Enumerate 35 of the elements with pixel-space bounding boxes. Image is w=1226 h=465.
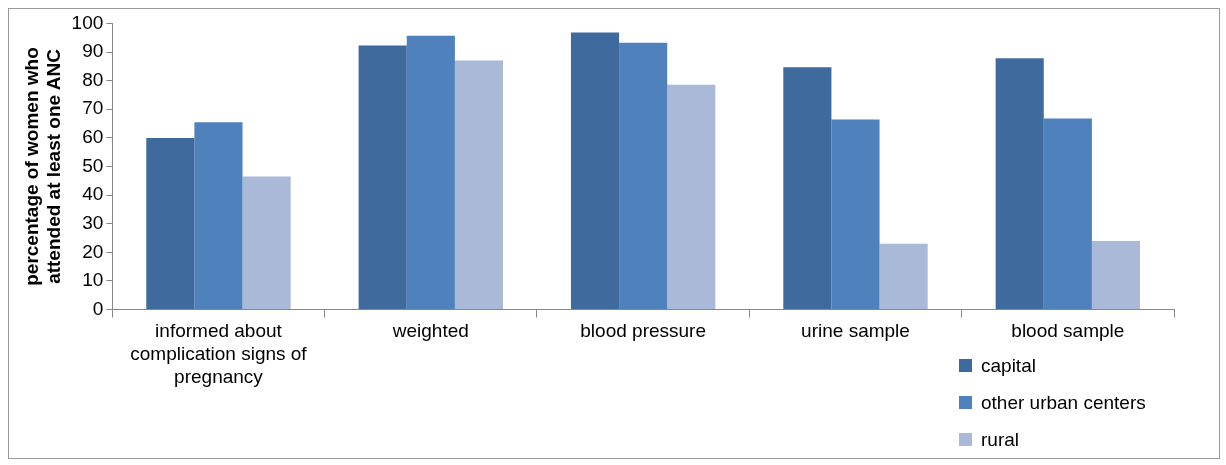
legend-label: other urban centers [981, 391, 1146, 414]
y-tick-label: 0 [92, 297, 104, 319]
bar [570, 32, 620, 310]
x-tick-label: informed about complication signs of pregnancy [130, 320, 308, 387]
bar [783, 67, 832, 310]
bar [879, 243, 928, 310]
y-tick-label: 100 [71, 11, 104, 33]
bar [619, 42, 668, 310]
y-tick-label: 50 [82, 154, 104, 176]
x-tick-label: blood pressure [580, 320, 706, 342]
bar [146, 137, 195, 310]
bar [406, 35, 455, 310]
y-tick-label: 70 [82, 97, 104, 119]
legend-label: capital [981, 354, 1036, 377]
y-tick-label: 60 [82, 126, 104, 148]
legend-label: rural [981, 428, 1020, 451]
y-tick-label: 10 [82, 269, 104, 291]
bar [242, 176, 291, 310]
bar [831, 119, 880, 310]
bar [1091, 240, 1141, 310]
x-tick-label: blood sample [1011, 320, 1125, 342]
x-tick-label: urine sample [801, 320, 910, 342]
y-tick-label: 80 [82, 68, 104, 90]
y-axis-title: percentage of women who attended at least one ANC [20, 47, 65, 286]
y-tick-label: 40 [82, 183, 104, 205]
bar [358, 45, 407, 310]
bar [1043, 118, 1092, 310]
bar [995, 58, 1044, 310]
y-tick-label: 20 [82, 240, 104, 262]
bar [667, 84, 716, 310]
y-tick-label: 30 [82, 211, 104, 233]
x-tick-label: weighted [391, 320, 469, 342]
bar [194, 122, 243, 310]
bar [454, 60, 504, 310]
y-tick-label: 90 [82, 40, 104, 62]
